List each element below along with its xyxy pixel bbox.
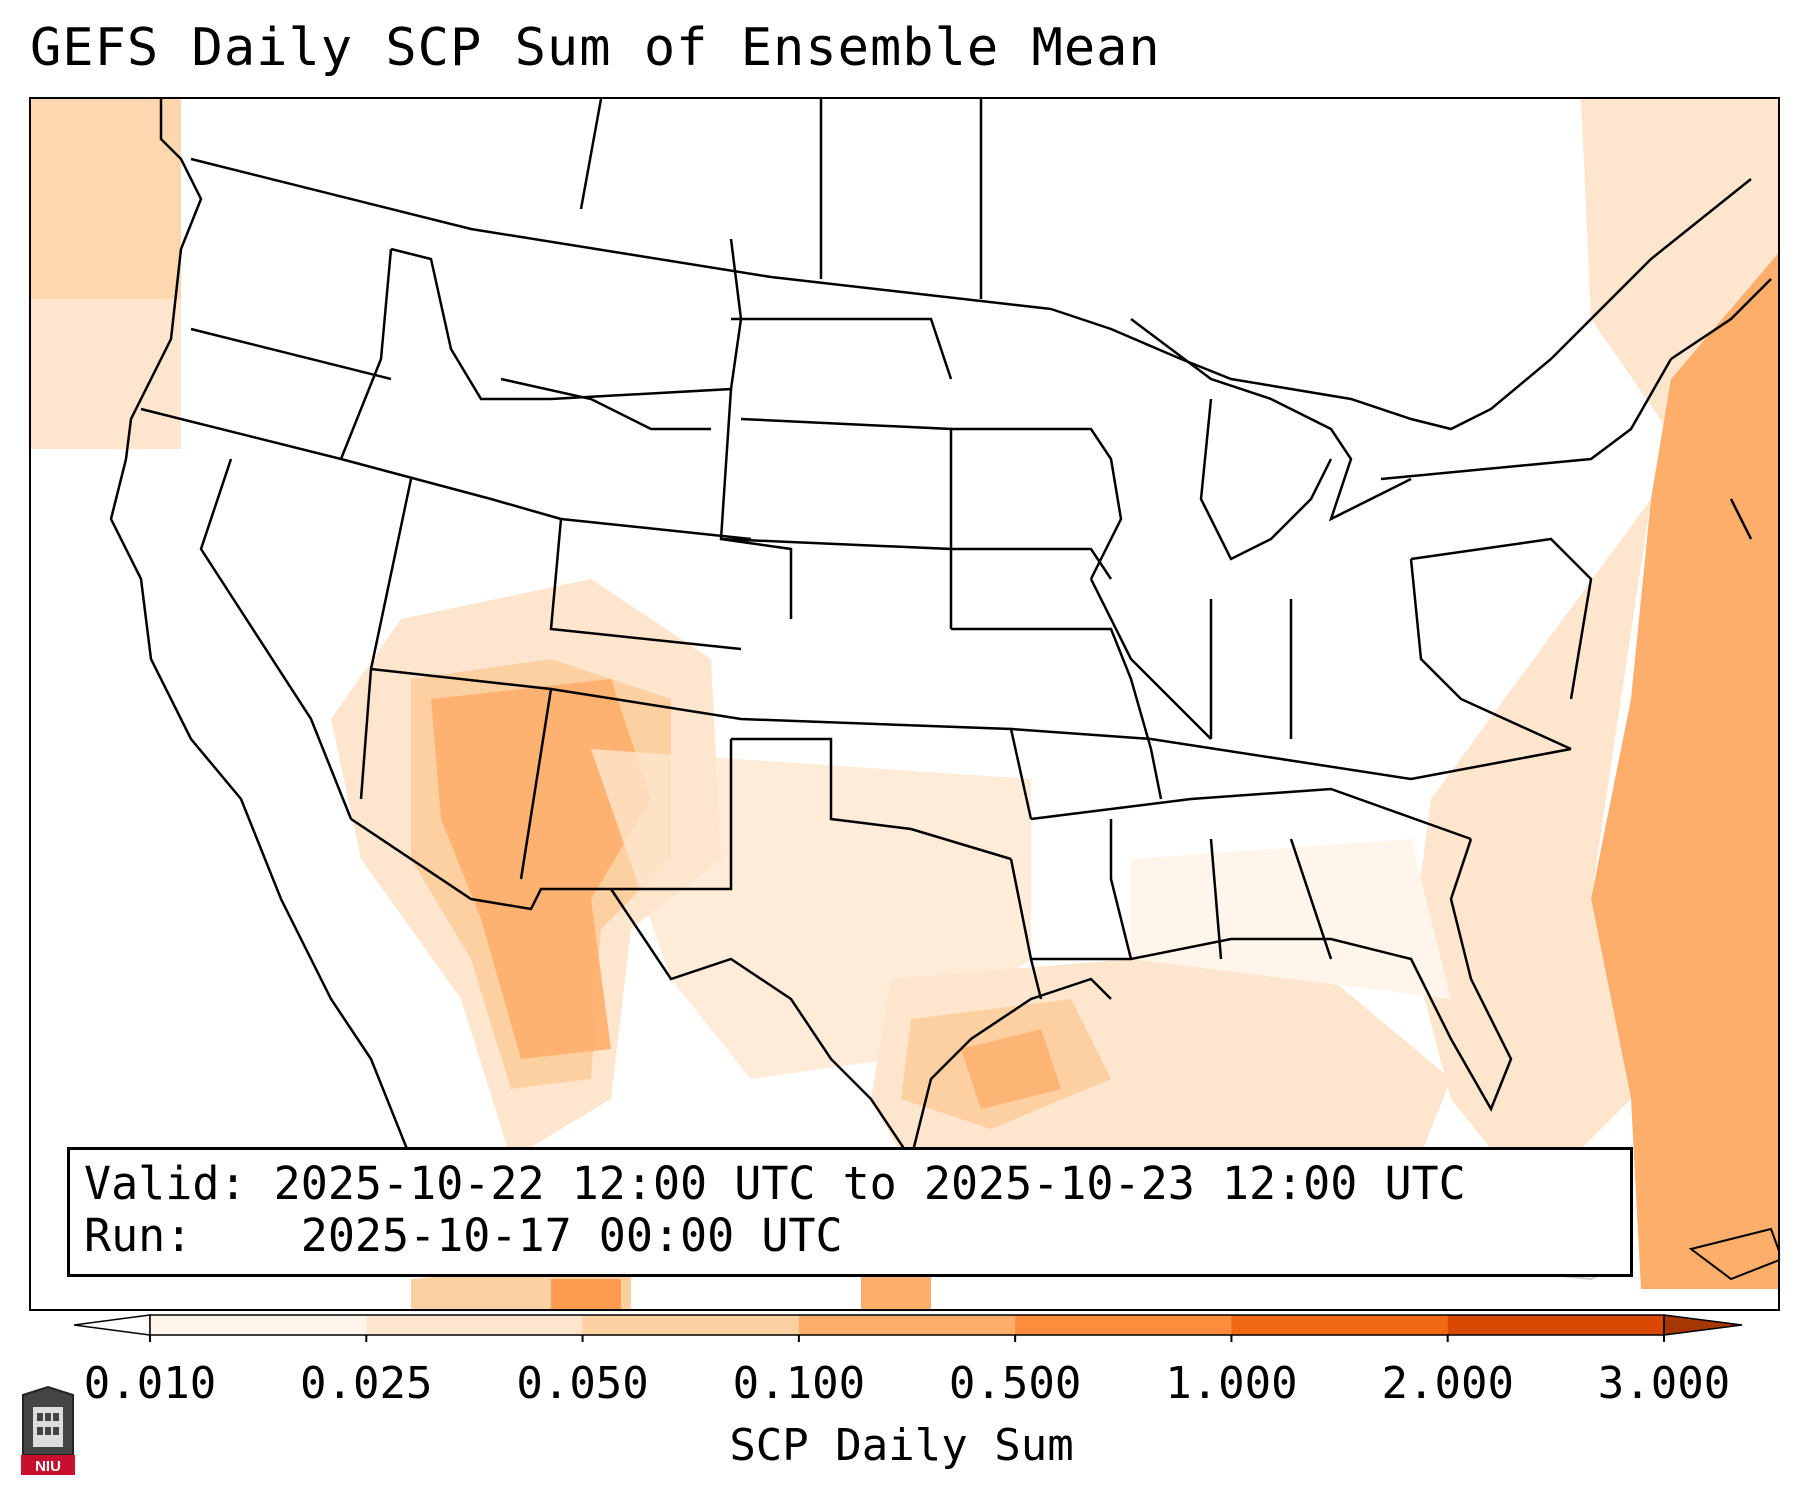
colorbar-segment xyxy=(1231,1315,1449,1335)
valid-value: 2025-10-22 12:00 UTC to 2025-10-23 12:00… xyxy=(273,1157,1466,1210)
run-row: Run: 2025-10-17 00:00 UTC xyxy=(84,1210,1616,1262)
colorbar-segment xyxy=(1447,1315,1665,1335)
colorbar xyxy=(74,1314,1743,1342)
colorbar-tick-label: 2.000 xyxy=(1381,1358,1514,1409)
map-panel xyxy=(29,97,1780,1311)
colorbar-extend-min xyxy=(74,1314,151,1336)
colorbar-tick-label: 1.000 xyxy=(1165,1358,1298,1409)
colorbar-tick-label: 0.025 xyxy=(300,1358,433,1409)
colorbar-segment xyxy=(582,1315,800,1335)
valid-run-info-box: Valid: 2025-10-22 12:00 UTC to 2025-10-2… xyxy=(67,1147,1633,1277)
colorbar-tick-label: 0.100 xyxy=(732,1358,866,1409)
valid-row: Valid: 2025-10-22 12:00 UTC to 2025-10-2… xyxy=(84,1158,1616,1210)
colorbar-segment xyxy=(150,1315,367,1335)
colorbar-segment xyxy=(366,1315,584,1335)
colorbar-tick-label: 0.050 xyxy=(516,1358,649,1409)
scp-map xyxy=(31,99,1778,1309)
colorbar-segment xyxy=(1015,1315,1232,1335)
valid-label: Valid: xyxy=(84,1157,247,1210)
colorbar-tick-label: 0.500 xyxy=(948,1358,1082,1409)
scp-shading xyxy=(31,99,1778,1309)
colorbar-extend-max xyxy=(1663,1314,1743,1336)
colorbar-tick-label: 3.000 xyxy=(1597,1358,1731,1409)
logo-text: NIU xyxy=(35,1458,61,1475)
colorbar-tick-label: 0.010 xyxy=(83,1358,217,1409)
chart-title: GEFS Daily SCP Sum of Ensemble Mean xyxy=(30,18,1161,78)
colorbar-segment xyxy=(798,1315,1016,1335)
state-boundaries xyxy=(109,99,1772,1250)
run-label: Run: xyxy=(84,1209,193,1262)
colorbar-label: SCP Daily Sum xyxy=(729,1420,1074,1471)
run-value: 2025-10-17 00:00 UTC xyxy=(300,1209,843,1262)
niu-logo-icon: NIU xyxy=(21,1385,75,1475)
